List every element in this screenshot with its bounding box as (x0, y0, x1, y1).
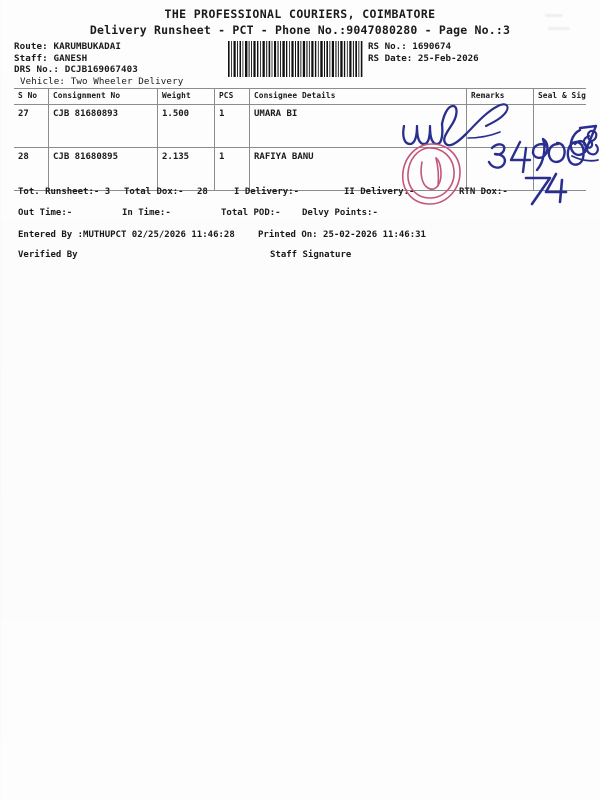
summary-delvy-points: Delvy Points:- (302, 208, 378, 218)
summary-verified-by: Verified By (18, 250, 78, 260)
document-header: THE PROFESSIONAL COURIERS, COIMBATORE De… (0, 7, 600, 38)
scan-artifact (548, 27, 570, 30)
column-header-s-no: S No (14, 88, 49, 105)
table-header-row: S No Consignment No Weight PCS Consignee… (14, 88, 586, 105)
rs-date: RS Date: 25-Feb-2026 (368, 53, 479, 65)
rs-date-label: RS Date: (368, 53, 413, 64)
table-row: 27 CJB 81680893 1.500 1 UMARA BI (14, 104, 586, 148)
rs-info-block: RS No.: 1690674 RS Date: 25-Feb-2026 (368, 41, 479, 65)
summary-ii-delivery: II Delivery:- (344, 187, 415, 197)
scan-artifact (545, 14, 563, 17)
cell-consignment-no: CJB 81680895 (48, 147, 158, 191)
meta-drs-value: DCJB169067403 (64, 64, 138, 76)
column-header-seal-signature: Seal & Signature (533, 88, 586, 105)
consignment-meta-block: Route: KARUMBUKADAI Staff: GANESH DRS No… (14, 41, 183, 87)
summary-out-time: Out Time:- (18, 208, 73, 218)
rs-number-value: 1690674 (412, 41, 452, 52)
drs-barcode (227, 41, 363, 77)
table-row: 28 CJB 81680895 2.135 1 RAFIYA BANU (14, 147, 586, 191)
summary-rtn-dox: RTN Dox:- (459, 187, 508, 197)
meta-vehicle: Vehicle: Two Wheeler Delivery (14, 76, 183, 88)
summary-staff-signature: Staff Signature (270, 250, 352, 260)
summary-total-pod: Total POD:- (221, 208, 281, 218)
rs-number: RS No.: 1690674 (368, 41, 479, 53)
table-body: 27 CJB 81680893 1.500 1 UMARA BI 28 CJB … (14, 104, 586, 191)
summary-i-delivery: I Delivery:- (234, 187, 300, 197)
meta-route-label: Route: (14, 41, 48, 52)
cell-seal-signature (533, 104, 586, 148)
meta-staff-value: GANESH (53, 52, 88, 64)
cell-remarks (466, 147, 534, 191)
cell-pcs: 1 (214, 104, 250, 148)
document-subtitle: Delivery Runsheet - PCT - Phone No.:9047… (89, 23, 511, 37)
company-title: THE PROFESSIONAL COURIERS, COIMBATORE (164, 7, 436, 21)
meta-drs-label: DRS No.: (14, 64, 60, 76)
cell-consignment-no: CJB 81680893 (48, 104, 158, 148)
meta-drs: DRS No.: DCJB169067403 (14, 64, 183, 76)
cell-consignee-details: UMARA BI (249, 104, 467, 148)
meta-staff: Staff: GANESH (14, 53, 183, 65)
meta-staff-label: Staff: (14, 52, 48, 64)
summary-entered-by: Entered By :MUTHUPCT 02/25/2026 11:46:28 (18, 230, 235, 240)
cell-pcs: 1 (214, 147, 250, 191)
runsheet-table: S No Consignment No Weight PCS Consignee… (14, 88, 586, 191)
summary-row-times: Out Time:- In Time:- Total POD:- Delvy P… (14, 207, 586, 228)
cell-s-no: 28 (14, 147, 49, 191)
summary-total-dox-value: 28 (197, 187, 208, 197)
cell-consignee-details: RAFIYA BANU (249, 147, 467, 191)
meta-vehicle-value: Two Wheeler Delivery (70, 75, 184, 87)
rs-date-value: 25-Feb-2026 (417, 53, 479, 64)
column-header-consignment-no: Consignment No (48, 88, 158, 105)
column-header-consignee-details: Consignee Details (249, 88, 467, 105)
summary-row-totals: Tot. Runsheet:- 3 Total Dox:- 28 I Deliv… (14, 186, 586, 207)
summary-tot-runsheet: Tot. Runsheet:- 3 (18, 187, 111, 197)
meta-route-value: KARUMBUKADAI (53, 41, 122, 52)
summary-total-dox-label: Total Dox:- (124, 187, 184, 197)
summary-printed-on: Printed On: 25-02-2026 11:46:31 (258, 230, 426, 240)
summary-in-time: In Time:- (122, 208, 171, 218)
column-header-remarks: Remarks (466, 88, 534, 105)
cell-weight: 1.500 (157, 104, 215, 148)
cell-seal-signature (533, 147, 586, 191)
meta-route: Route: KARUMBUKADAI (14, 41, 183, 53)
rs-number-label: RS No.: (368, 41, 407, 52)
summary-footer: Tot. Runsheet:- 3 Total Dox:- 28 I Deliv… (14, 186, 586, 228)
column-header-weight: Weight (157, 88, 215, 105)
cell-remarks (466, 104, 534, 148)
cell-s-no: 27 (14, 104, 49, 148)
cell-weight: 2.135 (157, 147, 215, 191)
table-header: S No Consignment No Weight PCS Consignee… (14, 88, 586, 105)
column-header-pcs: PCS (214, 88, 250, 105)
meta-vehicle-label: Vehicle: (20, 75, 66, 87)
